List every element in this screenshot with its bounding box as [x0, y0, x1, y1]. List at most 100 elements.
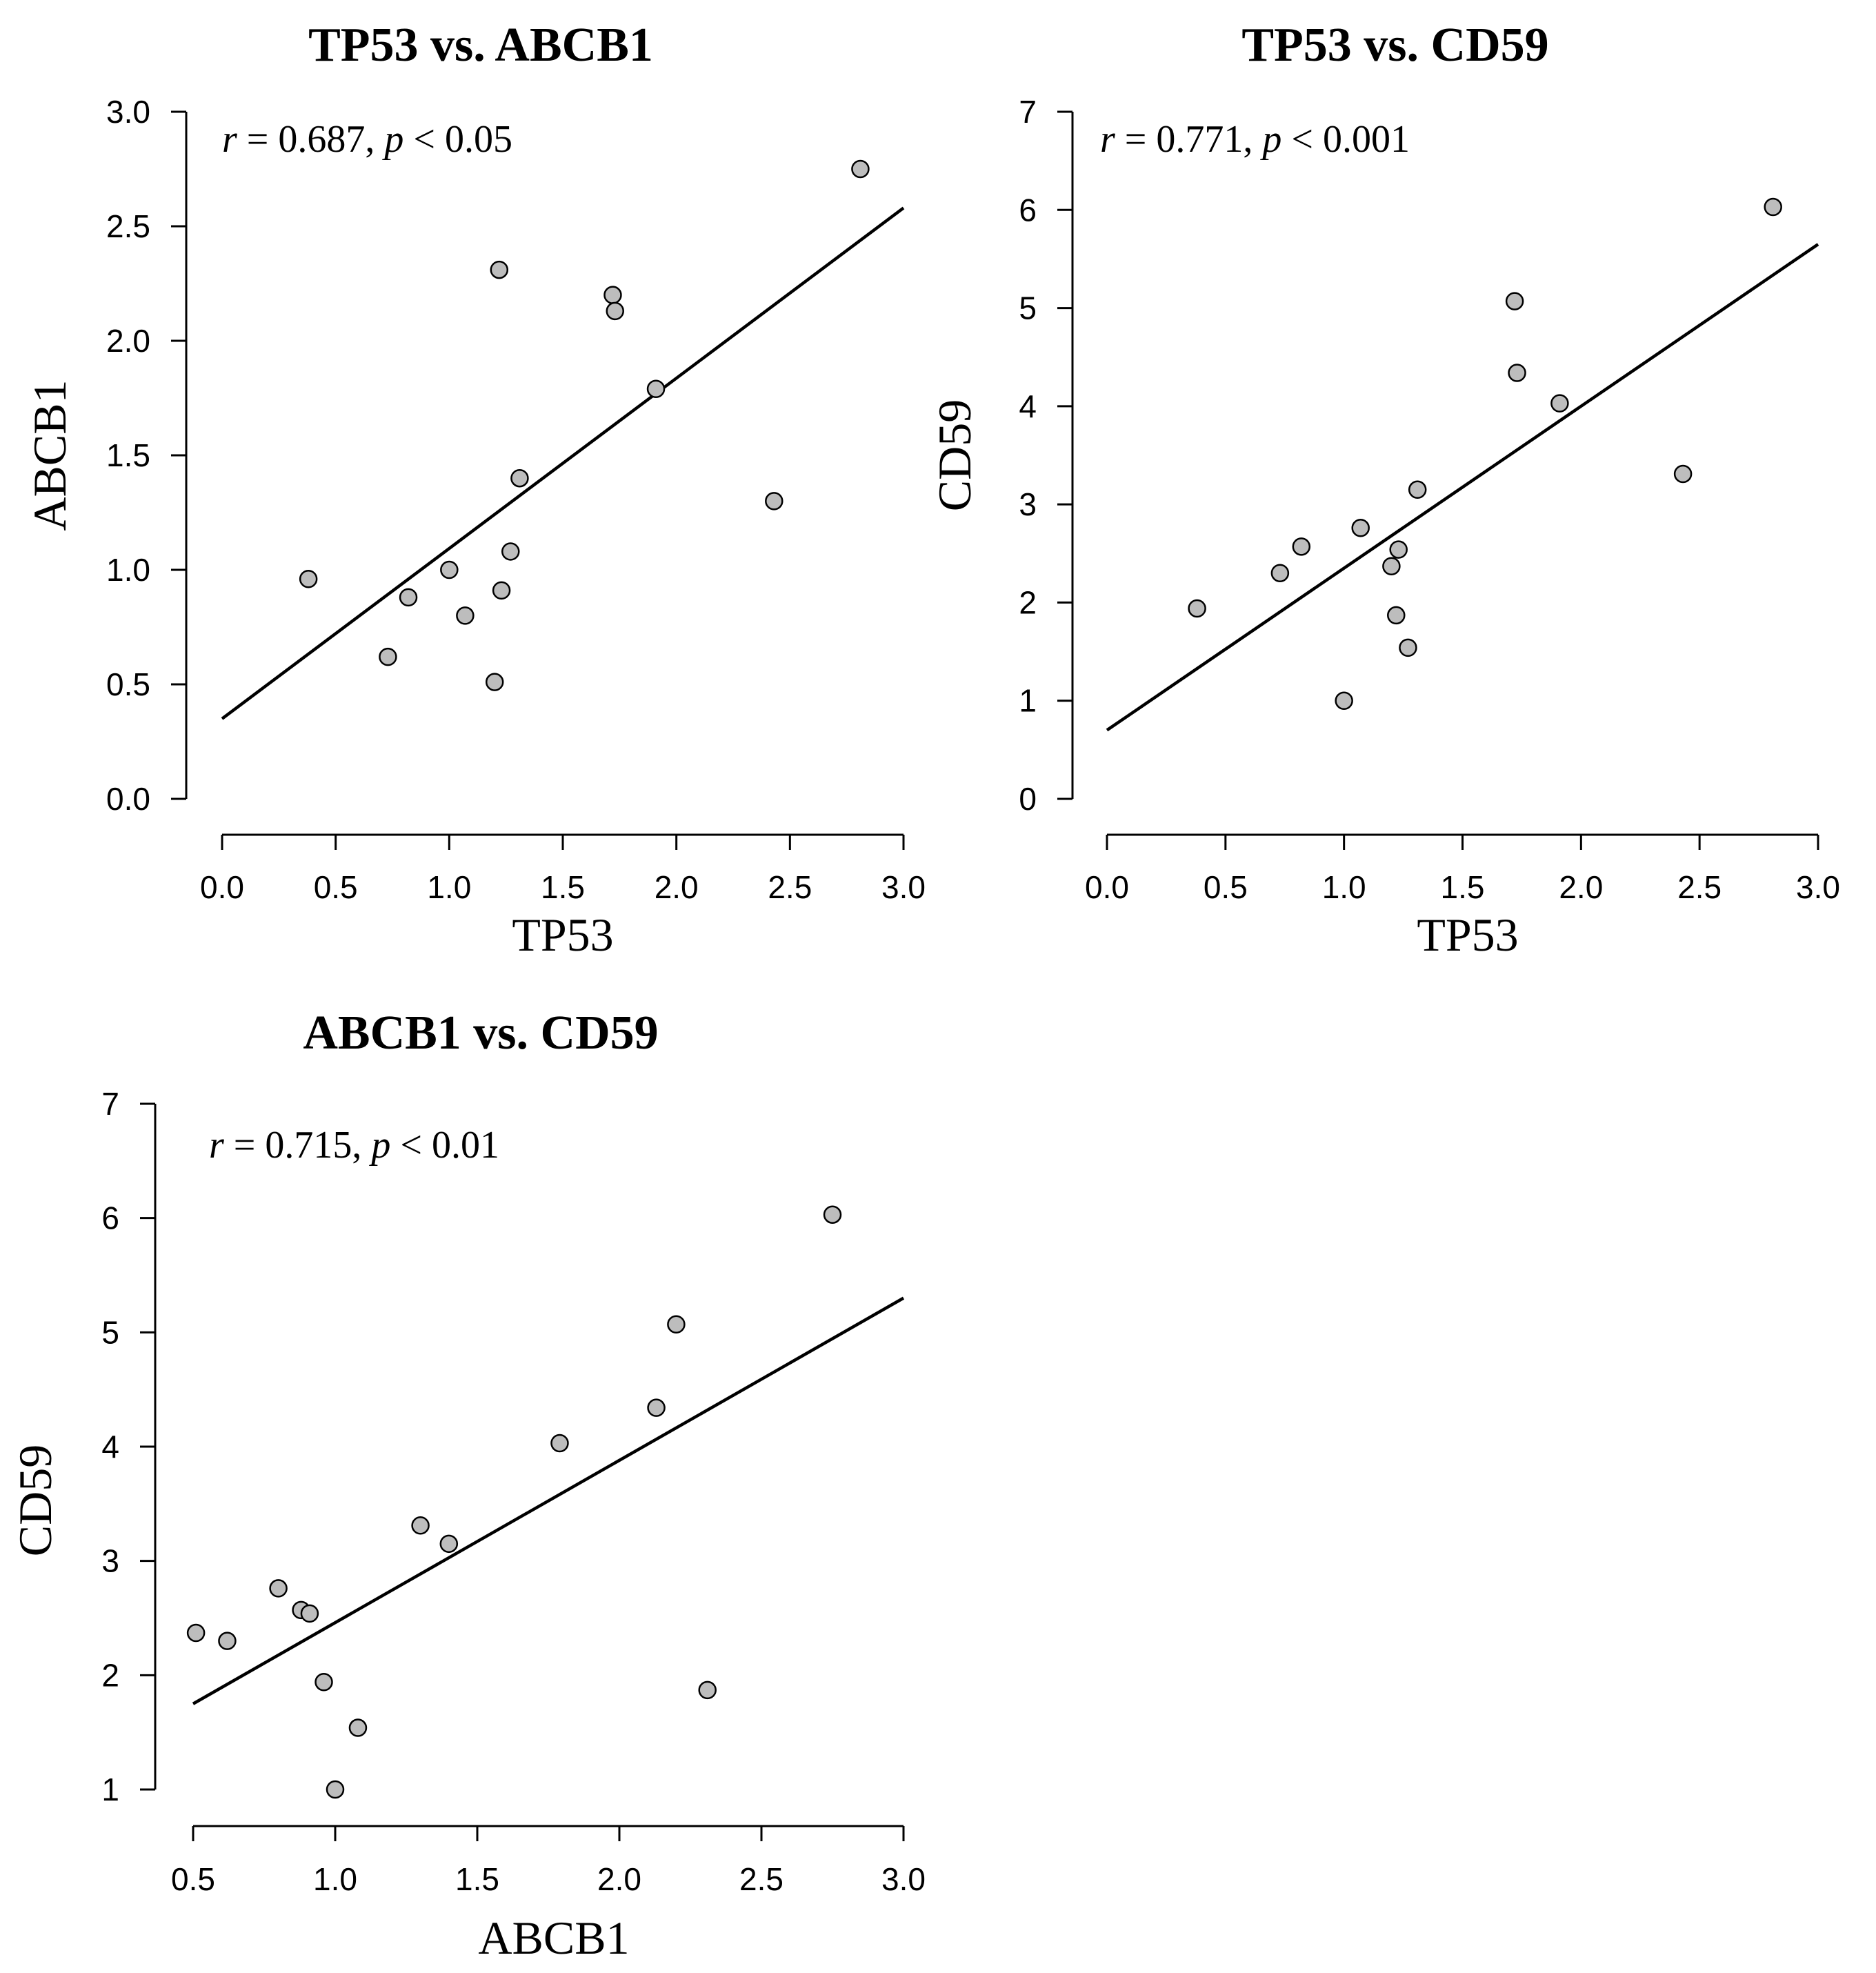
- x-axis-label: TP53: [1417, 909, 1518, 961]
- x-tick-label: 2.5: [1677, 869, 1722, 905]
- data-point: [348, 1718, 368, 1737]
- data-point: [1188, 599, 1206, 618]
- y-tick-label: 1.5: [106, 437, 150, 473]
- chart-title: TP53 vs. CD59: [1241, 19, 1548, 72]
- data-point: [299, 570, 318, 588]
- data-point: [379, 647, 397, 666]
- data-point: [765, 492, 784, 510]
- x-tick-label: 1.0: [1322, 869, 1366, 905]
- y-tick-label: 5: [101, 1314, 119, 1350]
- y-tick-label: 3: [101, 1543, 119, 1579]
- data-point: [698, 1680, 717, 1700]
- y-tick-label: 5: [1019, 290, 1037, 326]
- data-point: [501, 542, 520, 561]
- chart-title: ABCB1 vs. CD59: [303, 1007, 658, 1060]
- y-tick-label: 3.0: [106, 94, 150, 130]
- y-tick-label: 2: [1019, 584, 1037, 620]
- data-point: [439, 1534, 459, 1554]
- regression-line: [1106, 243, 1819, 732]
- x-tick-label: 3.0: [881, 1861, 926, 1897]
- data-point: [326, 1780, 345, 1799]
- data-point: [1764, 197, 1782, 217]
- y-tick-label: 2: [101, 1657, 119, 1693]
- correlation-annotation: r = 0.771, p < 0.001: [1100, 118, 1410, 161]
- chart-tp53-vs-abcb1: TP53 vs. ABCB1 0.0 0.5 1.0 1.5 2.0 2.5 3.0 0.0 0.…: [23, 19, 926, 961]
- y-axis-label: ABCB1: [23, 379, 76, 531]
- y-tick-label: 4: [1019, 388, 1037, 424]
- chart-title: TP53 vs. ABCB1: [308, 19, 653, 72]
- data-point: [1351, 519, 1370, 537]
- correlation-annotation: r = 0.687, p < 0.05: [222, 118, 512, 161]
- y-tick-label: 3: [1019, 486, 1037, 522]
- y-tick-label: 6: [1019, 192, 1037, 228]
- data-point: [1550, 394, 1569, 413]
- regression-line: [221, 206, 905, 720]
- x-tick-label: 1.0: [313, 1861, 357, 1897]
- y-tick-label: 1: [1019, 683, 1037, 719]
- x-tick-label: 2.5: [768, 869, 812, 905]
- y-axis-label: CD59: [9, 1445, 61, 1556]
- data-point: [603, 286, 622, 304]
- data-point: [492, 581, 511, 600]
- y-tick-label: 0: [1019, 781, 1037, 817]
- x-tick-label: 0.5: [314, 869, 358, 905]
- y-tick-label: 7: [1019, 94, 1037, 130]
- x-tick-label: 2.0: [1559, 869, 1603, 905]
- x-tick-label: 0.0: [1085, 869, 1129, 905]
- data-point: [1335, 691, 1353, 710]
- y-tick-label: 1.0: [106, 552, 150, 588]
- y-tick-label: 0.0: [106, 781, 150, 817]
- x-tick-label: 0.0: [200, 869, 244, 905]
- data-point: [647, 1398, 666, 1417]
- data-point: [1408, 480, 1427, 499]
- y-tick-label: 4: [101, 1429, 119, 1465]
- y-tick-label: 7: [101, 1086, 119, 1122]
- data-point: [646, 379, 666, 398]
- x-tick-label: 3.0: [881, 869, 926, 905]
- x-tick-label: 1.5: [541, 869, 585, 905]
- data-point: [485, 673, 504, 691]
- data-point: [1508, 364, 1526, 382]
- y-tick-label: 2.5: [106, 208, 150, 244]
- x-tick-label: 0.5: [1204, 869, 1248, 905]
- data-point: [1270, 564, 1290, 582]
- data-point: [510, 468, 529, 488]
- data-point: [1399, 638, 1417, 657]
- data-point: [1387, 606, 1406, 625]
- data-point: [1389, 540, 1408, 559]
- x-axis-label: ABCB1: [478, 1912, 629, 1964]
- data-point: [823, 1205, 842, 1224]
- data-point: [411, 1516, 430, 1535]
- data-point: [186, 1623, 206, 1643]
- chart-abcb1-vs-cd59: ABCB1 vs. CD59 1 2 3 4 5 6 7 0.5 1.0 1.5 2.0 2.5 3.0 A…: [9, 1007, 926, 1964]
- data-point: [456, 606, 475, 625]
- data-point: [667, 1315, 686, 1333]
- data-point: [490, 260, 509, 279]
- x-tick-label: 2.0: [655, 869, 699, 905]
- x-tick-label: 2.5: [739, 1861, 784, 1897]
- y-tick-label: 6: [101, 1200, 119, 1236]
- data-point: [606, 301, 624, 321]
- data-point: [1382, 557, 1401, 576]
- x-tick-label: 1.0: [427, 869, 471, 905]
- data-point: [1292, 537, 1311, 556]
- x-tick-label: 3.0: [1796, 869, 1840, 905]
- correlation-annotation: r = 0.715, p < 0.01: [209, 1124, 499, 1167]
- y-tick-label: 2.0: [106, 323, 150, 359]
- data-point: [399, 588, 418, 607]
- data-point: [315, 1673, 333, 1692]
- x-axis-label: TP53: [512, 909, 613, 961]
- data-point: [1505, 292, 1524, 310]
- y-tick-label: 1: [101, 1772, 119, 1807]
- x-tick-label: 1.5: [455, 1861, 499, 1897]
- data-point: [851, 159, 870, 179]
- data-point: [300, 1604, 319, 1623]
- chart-tp53-vs-cd59: TP53 vs. CD59 0 1 2 3 4 5 6 7 0.0 0.5 1.0 1.5 2.0 2.5 3…: [928, 19, 1840, 961]
- data-point: [269, 1579, 288, 1598]
- data-point: [218, 1632, 237, 1650]
- x-tick-label: 2.0: [597, 1861, 641, 1897]
- x-tick-label: 0.5: [171, 1861, 215, 1897]
- data-point: [440, 560, 459, 579]
